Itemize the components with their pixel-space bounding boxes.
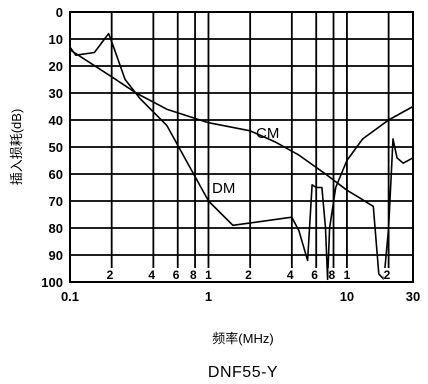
minor-label-bg bbox=[341, 268, 352, 281]
y-tick-label: 20 bbox=[49, 59, 63, 74]
y-tick-label: 80 bbox=[49, 221, 63, 236]
y-tick-label: 100 bbox=[41, 275, 63, 290]
plot-frame bbox=[69, 11, 414, 283]
x-minor-tick-label: 8 bbox=[329, 268, 336, 282]
chart-title: DNF55-Y bbox=[208, 364, 278, 381]
series-label-cm: CM bbox=[256, 125, 279, 142]
x-minor-tick-label: 8 bbox=[190, 268, 197, 282]
x-minor-tick-label: 4 bbox=[148, 268, 155, 282]
x-minor-tick-label: 1 bbox=[344, 268, 351, 282]
series-line-cm bbox=[69, 49, 414, 281]
series-line-dm bbox=[69, 32, 414, 281]
y-tick-labels: 0 10 20 30 40 50 60 70 80 90 100 bbox=[41, 5, 63, 290]
x-tick-label: 0.1 bbox=[61, 289, 79, 304]
y-tick-label: 0 bbox=[56, 5, 63, 20]
minor-label-bg bbox=[190, 268, 201, 281]
minor-label-bg bbox=[383, 268, 394, 281]
series-label-dm: DM bbox=[212, 180, 235, 197]
y-axis-label: 插入损耗(dB) bbox=[9, 109, 24, 186]
y-tick-label: 60 bbox=[49, 167, 63, 182]
minor-label-bg bbox=[106, 268, 117, 281]
y-tick-label: 10 bbox=[49, 32, 63, 47]
minor-label-bg bbox=[311, 268, 322, 281]
x-tick-labels: 0.1 1 10 30 bbox=[61, 289, 420, 304]
y-tick-label: 30 bbox=[49, 86, 63, 101]
y-tick-label: 50 bbox=[49, 140, 63, 155]
x-minor-tick-label: 6 bbox=[311, 268, 318, 282]
x-minor-tick-label: 2 bbox=[245, 268, 252, 282]
minor-label-bg bbox=[148, 268, 159, 281]
x-tick-label: 30 bbox=[406, 289, 420, 304]
minor-label-bg bbox=[286, 268, 297, 281]
x-axis-label: 频率(MHz) bbox=[212, 331, 273, 346]
x-minor-tick-label: 6 bbox=[173, 268, 180, 282]
x-minor-tick-label: 1 bbox=[205, 268, 212, 282]
minor-label-bg bbox=[203, 268, 214, 281]
minor-label-bg bbox=[172, 268, 183, 281]
y-tick-label: 40 bbox=[49, 113, 63, 128]
x-minor-tick-label: 4 bbox=[287, 268, 294, 282]
minor-label-bg bbox=[245, 268, 256, 281]
minor-label-bg bbox=[328, 268, 339, 281]
y-tick-label: 90 bbox=[49, 248, 63, 263]
x-tick-label: 10 bbox=[340, 289, 354, 304]
series-layer bbox=[69, 32, 414, 281]
x-tick-label: 1 bbox=[205, 289, 212, 304]
x-minor-tick-label: 2 bbox=[107, 268, 114, 282]
x-minor-tick-labels: 2 4 6 8 2 4 6 8 21 1 bbox=[106, 268, 394, 282]
y-tick-label: 70 bbox=[49, 194, 63, 209]
x-minor-tick-label: 2 bbox=[384, 268, 391, 282]
